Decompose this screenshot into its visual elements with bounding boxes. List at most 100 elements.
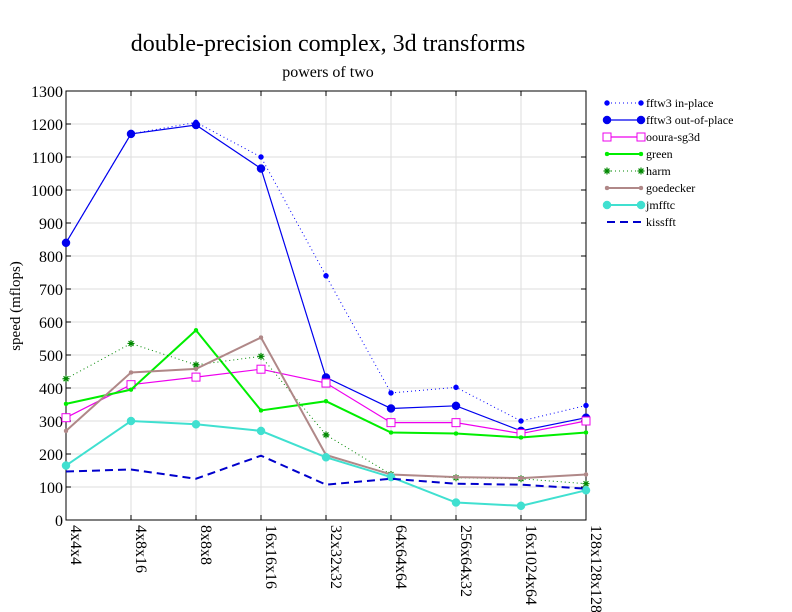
data-point	[451, 418, 461, 428]
data-point	[193, 328, 199, 333]
data-point	[453, 384, 459, 391]
data-point	[518, 475, 524, 481]
legend-marker	[637, 167, 645, 175]
data-point	[256, 164, 266, 173]
y-tick-label: 800	[39, 249, 63, 266]
data-point	[386, 404, 396, 413]
data-point	[581, 416, 591, 426]
x-tick-label: 4x4x4	[67, 525, 84, 565]
y-tick-label: 300	[39, 414, 63, 431]
legend: fftw3 in-place fftw3 out-of-place ooura-sg…	[602, 96, 733, 229]
data-point	[322, 431, 330, 439]
data-point	[323, 273, 329, 279]
data-point	[61, 238, 71, 248]
legend-marker	[636, 115, 646, 125]
legend-marker	[602, 132, 612, 142]
legend-item: goedecker	[604, 181, 695, 195]
legend-label: goedecker	[646, 181, 695, 195]
data-point	[128, 370, 134, 375]
y-tick-label: 0	[55, 513, 63, 530]
data-point	[193, 366, 199, 372]
legend-item: fftw3 in-place	[604, 96, 713, 110]
y-tick-label: 1100	[32, 150, 63, 167]
legend-label: jmfftc	[645, 198, 675, 212]
legend-marker	[602, 115, 612, 125]
data-point	[191, 372, 201, 382]
x-tick-label: 16x16x16	[262, 525, 279, 589]
data-point	[256, 426, 266, 436]
legend-item: ooura-sg3d	[602, 130, 700, 144]
y-axis-label: speed (mflops)	[8, 261, 24, 351]
series-ooura-sg3d	[61, 364, 591, 439]
data-point	[453, 474, 459, 480]
series-kissfft	[65, 454, 587, 490]
data-point	[388, 430, 394, 435]
data-point	[258, 154, 264, 160]
series-green	[63, 328, 589, 440]
y-tick-label: 900	[39, 216, 63, 233]
legend-marker	[602, 200, 612, 210]
x-tick-label: 128x128x128	[587, 525, 604, 612]
legend-marker	[638, 100, 644, 106]
series-layer	[61, 119, 591, 511]
y-tick-label: 1000	[31, 183, 63, 200]
legend-item: jmfftc	[602, 198, 675, 212]
y-tick-label: 400	[39, 381, 63, 398]
data-point	[258, 408, 264, 413]
x-tick-label: 16x1024x64	[522, 525, 539, 605]
series-line	[65, 342, 587, 485]
axes: 0 100 200 300 400 500 600 700 800 900 1000 1100 1200…	[31, 84, 604, 612]
legend-marker	[638, 185, 644, 191]
data-point	[256, 364, 266, 374]
legend-item: fftw3 out-of-place	[602, 113, 733, 127]
legend-item: kissfft	[607, 215, 676, 229]
x-tick-label: 32x32x32	[327, 525, 344, 589]
legend-item: harm	[603, 164, 671, 178]
series-jmfftc	[61, 416, 591, 511]
data-point	[321, 378, 331, 388]
legend-label: harm	[646, 164, 671, 178]
y-tick-label: 700	[39, 282, 63, 299]
legend-marker	[604, 185, 610, 191]
x-tick-label: 64x64x64	[392, 525, 409, 589]
data-point	[61, 461, 71, 470]
legend-label: ooura-sg3d	[646, 130, 700, 144]
x-tick-label: 4x8x16	[132, 525, 149, 573]
y-tick-label: 100	[39, 480, 63, 497]
data-point	[62, 375, 70, 383]
plot-frame	[65, 90, 587, 521]
data-point	[126, 416, 136, 426]
y-tick-label: 1300	[31, 84, 63, 101]
data-point	[61, 413, 71, 423]
data-point	[258, 335, 264, 340]
data-point	[518, 418, 524, 424]
legend-marker	[603, 167, 611, 175]
series-line	[65, 121, 587, 422]
data-point	[127, 339, 135, 347]
data-point	[583, 402, 589, 409]
data-point	[128, 387, 134, 392]
data-point	[323, 398, 329, 404]
data-point	[583, 430, 589, 435]
y-tick-label: 500	[39, 348, 63, 365]
data-point	[192, 361, 200, 369]
legend-marker	[604, 100, 610, 106]
legend-label: green	[646, 147, 673, 161]
legend-marker	[638, 151, 644, 157]
data-point	[516, 501, 526, 511]
data-point	[582, 480, 590, 488]
series-line	[65, 454, 587, 490]
data-point	[191, 420, 201, 429]
data-point	[321, 453, 331, 462]
data-point	[63, 428, 69, 434]
legend-label: fftw3 in-place	[646, 96, 713, 110]
data-point	[388, 390, 394, 396]
data-point	[63, 401, 69, 407]
data-point	[451, 401, 461, 411]
chart-subtitle: powers of two	[282, 64, 374, 81]
data-point	[583, 472, 589, 477]
legend-marker	[636, 200, 646, 210]
data-point	[191, 120, 201, 130]
series-fftw3-out-of-place	[61, 120, 591, 436]
